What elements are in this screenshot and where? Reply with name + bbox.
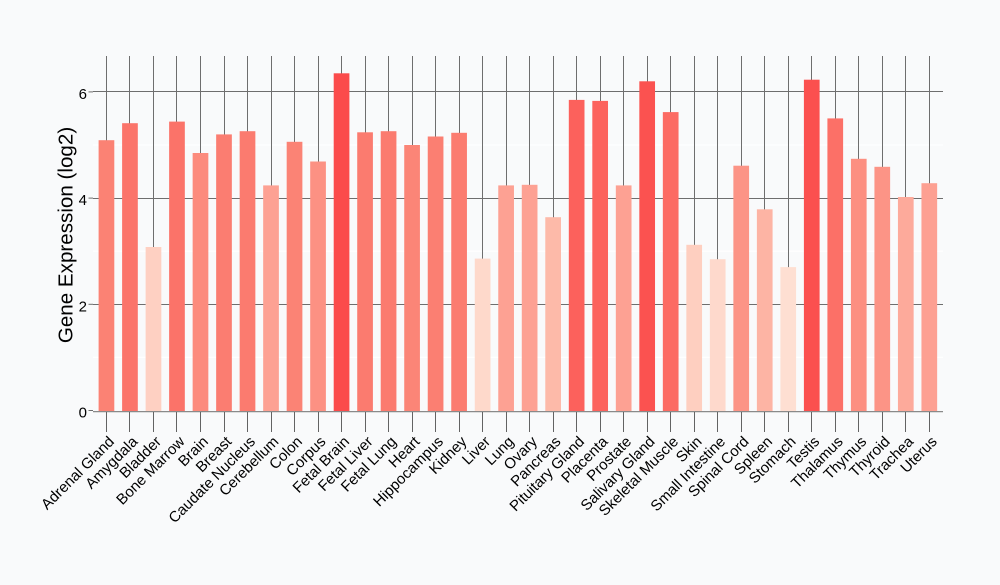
svg-text:Gene Expression (log2): Gene Expression (log2) [55,127,78,343]
svg-text:4: 4 [79,192,87,209]
svg-text:2: 2 [79,298,87,315]
svg-text:6: 6 [79,86,87,103]
svg-text:0: 0 [79,405,87,422]
